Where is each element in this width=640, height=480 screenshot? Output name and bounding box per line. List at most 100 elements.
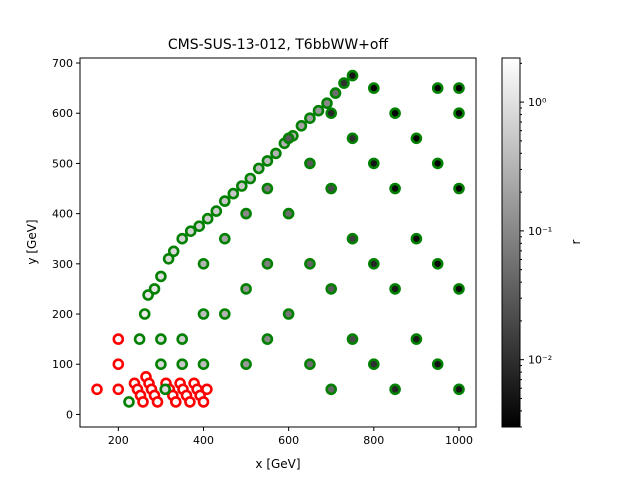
allowed-point xyxy=(453,383,465,396)
allowed-point xyxy=(176,232,188,245)
colorbar-tick-label: 10⁰ xyxy=(528,96,547,109)
allowed-point xyxy=(270,147,282,160)
allowed-point xyxy=(304,358,316,371)
y-tick-label: 500 xyxy=(52,157,73,170)
excluded-point xyxy=(91,383,103,396)
allowed-point xyxy=(453,107,465,119)
allowed-point xyxy=(236,180,248,192)
excluded-point xyxy=(151,396,164,408)
x-axis-label: x [GeV] xyxy=(255,457,300,471)
allowed-point xyxy=(197,308,210,320)
data-points xyxy=(91,69,465,408)
allowed-point xyxy=(295,120,308,132)
allowed-point xyxy=(453,182,465,195)
allowed-point xyxy=(159,383,171,396)
excluded-point xyxy=(137,396,149,408)
allowed-point xyxy=(453,82,465,94)
allowed-point xyxy=(346,333,359,345)
allowed-point xyxy=(123,396,135,408)
allowed-point xyxy=(240,283,252,295)
allowed-point xyxy=(338,77,350,89)
allowed-point xyxy=(261,333,274,345)
allowed-point xyxy=(282,132,295,145)
y-axis-label: y [GeV] xyxy=(25,219,39,264)
excluded-point xyxy=(201,383,213,396)
allowed-point xyxy=(367,82,380,94)
allowed-point xyxy=(282,207,295,220)
allowed-point xyxy=(176,333,188,345)
allowed-point xyxy=(155,333,167,345)
allowed-point xyxy=(252,162,265,175)
x-tick-label: 400 xyxy=(193,434,214,447)
allowed-point xyxy=(431,358,444,371)
colorbar-label: r xyxy=(569,239,583,244)
allowed-point xyxy=(261,257,274,270)
allowed-point xyxy=(367,157,380,170)
allowed-point xyxy=(244,172,257,185)
y-tick-label: 700 xyxy=(52,57,73,70)
allowed-point xyxy=(219,195,231,207)
allowed-point xyxy=(325,182,338,195)
allowed-point xyxy=(325,283,338,295)
plot-frame xyxy=(79,57,477,428)
x-tick-label: 200 xyxy=(108,434,129,447)
allowed-point xyxy=(197,358,210,371)
allowed-point xyxy=(133,333,146,345)
excluded-point xyxy=(112,358,125,371)
allowed-point xyxy=(346,132,359,145)
allowed-point xyxy=(184,225,197,237)
allowed-point xyxy=(453,283,465,295)
allowed-point xyxy=(431,157,444,170)
allowed-point xyxy=(304,112,316,124)
allowed-point xyxy=(210,205,223,217)
colorbar-tick-label: 10⁻¹ xyxy=(528,225,552,238)
allowed-point xyxy=(240,207,252,220)
allowed-point xyxy=(325,107,338,119)
allowed-point xyxy=(261,182,274,195)
allowed-point xyxy=(410,132,423,145)
allowed-point xyxy=(431,82,444,94)
excluded-point xyxy=(112,383,125,396)
allowed-point xyxy=(346,232,359,245)
allowed-point xyxy=(219,308,231,320)
allowed-point xyxy=(389,383,401,396)
allowed-point xyxy=(148,283,161,295)
colorbar-tick-label: 10⁻² xyxy=(528,354,552,367)
excluded-point xyxy=(197,396,210,408)
allowed-point xyxy=(321,97,333,109)
allowed-point xyxy=(389,182,401,195)
allowed-point xyxy=(193,220,205,232)
x-tick-label: 1000 xyxy=(445,434,473,447)
chart-title: CMS-SUS-13-012, T6bbWW+off xyxy=(168,37,389,53)
allowed-point xyxy=(312,104,325,117)
allowed-point xyxy=(304,257,316,270)
allowed-point xyxy=(155,358,167,371)
x-tick-label: 600 xyxy=(278,434,299,447)
allowed-point xyxy=(197,257,210,270)
y-tick-label: 600 xyxy=(52,107,73,120)
y-tick-label: 300 xyxy=(52,258,73,271)
x-tick-label: 800 xyxy=(363,434,384,447)
allowed-point xyxy=(431,257,444,270)
allowed-point xyxy=(201,212,214,225)
allowed-point xyxy=(155,270,167,283)
excluded-point xyxy=(184,396,196,408)
allowed-point xyxy=(227,187,240,200)
allowed-point xyxy=(389,283,401,295)
allowed-point xyxy=(219,232,231,245)
allowed-point xyxy=(167,245,180,258)
allowed-point xyxy=(176,358,188,371)
y-axis: 0 100 200 300 400 500 600 700 xyxy=(52,57,80,421)
excluded-point xyxy=(170,396,182,408)
y-tick-label: 0 xyxy=(66,408,73,421)
allowed-point xyxy=(329,87,342,99)
allowed-point xyxy=(304,157,316,170)
allowed-point xyxy=(240,358,252,371)
x-axis: 200 400 600 800 1000 xyxy=(108,427,473,447)
allowed-point xyxy=(325,383,338,396)
plot-background xyxy=(80,58,476,427)
allowed-point xyxy=(367,358,380,371)
allowed-point xyxy=(346,69,359,82)
y-tick-label: 100 xyxy=(52,358,73,371)
